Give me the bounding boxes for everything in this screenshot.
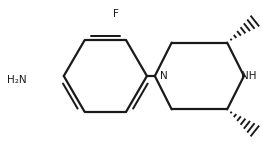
- Text: NH: NH: [241, 71, 257, 81]
- Text: F: F: [113, 9, 119, 19]
- Text: N: N: [160, 71, 167, 81]
- Text: H₂N: H₂N: [8, 76, 27, 85]
